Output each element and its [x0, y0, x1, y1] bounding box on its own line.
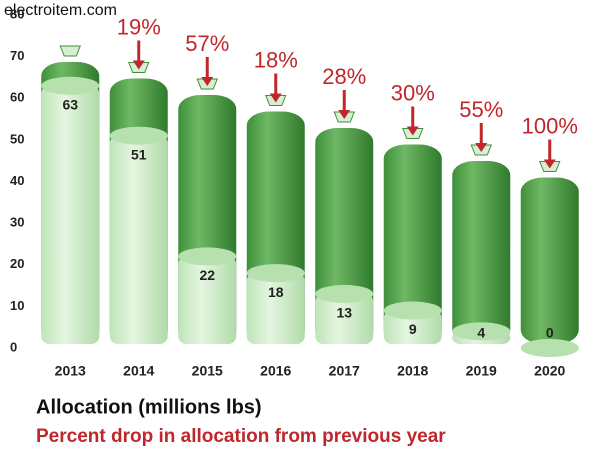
x-tick-label: 2015	[192, 363, 223, 379]
x-tick-label: 2014	[123, 363, 154, 379]
tank	[452, 161, 511, 344]
legend-label: Allocation (millions lbs)	[36, 396, 262, 418]
fill-top	[315, 284, 374, 303]
allocation-fill	[178, 256, 237, 344]
fill-top	[452, 322, 511, 341]
value-label: 0	[546, 325, 554, 341]
drop-label: 30%	[391, 80, 435, 105]
y-tick-label: 0	[10, 339, 17, 354]
tank	[520, 177, 579, 344]
value-label: 18	[268, 284, 284, 300]
fill-top	[41, 76, 100, 95]
fill-top	[178, 247, 237, 266]
drop-label: 57%	[185, 31, 229, 56]
arrow-head	[338, 110, 351, 119]
arrow-head	[475, 143, 488, 152]
value-label: 51	[131, 146, 147, 162]
allocation-fill	[109, 135, 168, 344]
y-tick-label: 80	[10, 6, 24, 21]
drop-label: 19%	[117, 14, 161, 39]
y-tick-label: 60	[10, 90, 24, 105]
y-tick-label: 70	[10, 48, 24, 63]
x-tick-label: 2018	[397, 363, 428, 379]
allocation-fill	[383, 310, 442, 344]
arrow-head	[201, 77, 214, 86]
fill-top	[109, 126, 168, 145]
x-tick-label: 2019	[466, 363, 497, 379]
fill-top	[246, 264, 305, 283]
arrow-head	[269, 93, 282, 103]
x-tick-label: 2017	[329, 363, 360, 379]
y-tick-label: 20	[10, 256, 24, 271]
fill-top	[520, 339, 579, 357]
arrow-head	[543, 159, 556, 169]
allocation-fill	[41, 85, 100, 344]
tank	[383, 144, 442, 344]
drop-label: 28%	[322, 64, 366, 89]
drop-label: 55%	[459, 97, 503, 122]
legend-label: Percent drop in allocation from previous…	[36, 426, 446, 447]
y-tick-label: 40	[10, 173, 24, 188]
arrow-head	[406, 126, 419, 136]
x-tick-label: 2016	[260, 363, 291, 379]
arrow-head	[132, 60, 145, 70]
watermark: electroitem.com	[4, 2, 117, 19]
valve	[59, 45, 81, 57]
y-tick-label: 50	[10, 131, 24, 146]
drop-label: 18%	[254, 47, 298, 72]
value-label: 22	[199, 267, 215, 283]
y-tick-label: 30	[10, 215, 24, 230]
y-tick-label: 10	[10, 298, 24, 313]
x-tick-label: 2013	[55, 363, 86, 379]
value-label: 9	[409, 321, 417, 337]
fill-top	[383, 301, 442, 320]
value-label: 4	[477, 325, 485, 341]
value-label: 13	[336, 305, 352, 321]
value-label: 63	[62, 96, 78, 112]
allocation-fill	[315, 293, 374, 344]
allocation-fill	[246, 273, 305, 344]
x-tick-label: 2020	[534, 363, 565, 379]
drop-label: 100%	[522, 113, 578, 138]
